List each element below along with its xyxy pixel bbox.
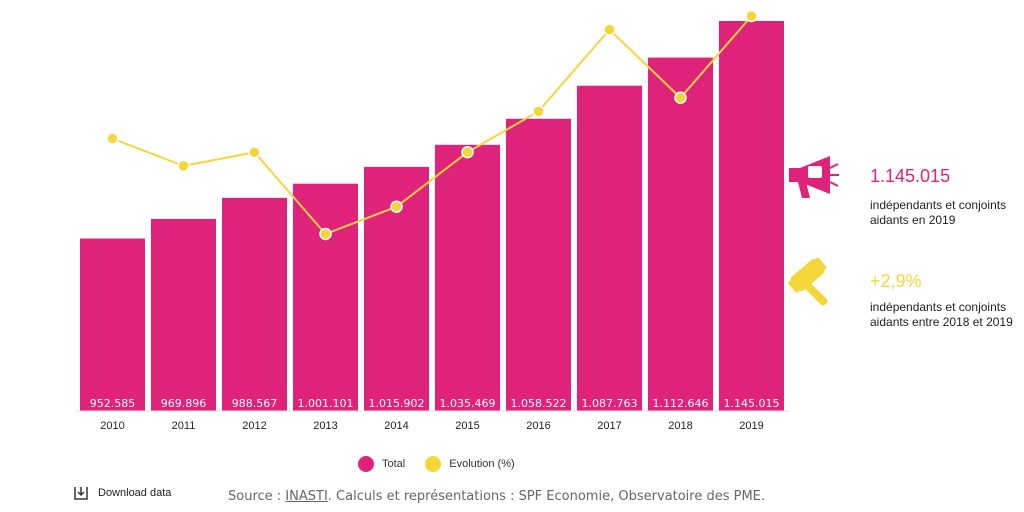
bar-labels-layer: 952.585 969.896 988.567 1.001.101 1.015.902 1… <box>90 397 780 410</box>
bar-value-label-2017: 1.087.763 <box>582 397 638 410</box>
bar-value-label-2014: 1.015.902 <box>369 397 425 410</box>
legend-swatch-total <box>358 456 374 472</box>
bar-2018[interactable] <box>648 57 713 412</box>
kpi-total: 1.145.015 indépendants et conjoints aida… <box>786 152 1024 232</box>
download-data-button[interactable]: Download data <box>74 486 171 500</box>
bar-2019[interactable] <box>719 21 784 411</box>
evolution-point-2014[interactable] <box>390 200 403 213</box>
evolution-point-2019[interactable] <box>745 9 758 23</box>
evolution-point-2012[interactable] <box>248 146 261 159</box>
x-tick-2018: 2018 <box>668 420 692 432</box>
evolution-point-2013[interactable] <box>319 227 332 241</box>
combo-chart: 952.585 969.896 988.567 1.001.101 1.015.902 1… <box>76 9 790 432</box>
x-tick-2010: 2010 <box>100 420 124 432</box>
bar-value-label-2010: 952.585 <box>90 397 136 410</box>
evolution-point-2016[interactable] <box>532 105 545 118</box>
legend-swatch-evolution <box>425 456 442 472</box>
evolution-point-2011[interactable] <box>177 159 190 173</box>
evolution-point-2017[interactable] <box>603 23 616 36</box>
bar-value-label-2018: 1.112.646 <box>653 397 709 410</box>
x-tick-2012: 2012 <box>242 420 266 432</box>
x-tick-2017: 2017 <box>597 420 621 432</box>
kpi-total-value: 1.145.015 <box>870 166 951 186</box>
bar-2016[interactable] <box>506 118 571 411</box>
bar-value-label-2012: 988.567 <box>232 397 278 410</box>
legend-label-total: Total <box>382 458 406 470</box>
bar-2013[interactable] <box>293 183 358 411</box>
x-tick-2013: 2013 <box>313 420 337 432</box>
gavel-icon <box>788 257 828 306</box>
bar-2015[interactable] <box>435 144 500 411</box>
evolution-point-2018[interactable] <box>674 91 687 104</box>
bar-value-label-2013: 1.001.101 <box>298 397 354 410</box>
bar-value-label-2015: 1.035.469 <box>440 397 496 410</box>
source-note: Source : INASTI. Calculs et représentati… <box>228 489 765 504</box>
source-prefix: Source : <box>228 489 286 504</box>
kpi-evolution-value: +2,9% <box>870 271 922 291</box>
x-tick-2016: 2016 <box>526 420 550 432</box>
x-tick-layer: 2010 2011 2012 2013 2014 2015 2016 2017 2018 2019 <box>100 420 763 432</box>
x-tick-2014: 2014 <box>384 420 408 432</box>
evolution-point-2010[interactable] <box>106 132 119 145</box>
download-label: Download data <box>98 487 172 499</box>
source-link-inasti[interactable]: INASTI <box>285 489 328 504</box>
x-tick-2015: 2015 <box>455 420 479 432</box>
legend-item-evolution[interactable]: Evolution (%) <box>425 456 515 472</box>
bar-value-label-2019: 1.145.015 <box>724 397 780 410</box>
chart-legend: Total Evolution (%) <box>358 456 535 472</box>
kpi-evolution: +2,9% indépendants et conjoints aidants … <box>786 254 1024 334</box>
bar-value-label-2011: 969.896 <box>161 397 207 410</box>
legend-item-total[interactable]: Total <box>358 456 405 472</box>
evolution-line <box>112 15 753 236</box>
bar-2012[interactable] <box>222 197 287 411</box>
evolution-point-2015[interactable] <box>461 146 474 159</box>
bar-2017[interactable] <box>577 85 642 412</box>
megaphone-icon <box>789 156 839 198</box>
source-suffix: . Calculs et représentations : SPF Econo… <box>327 489 766 504</box>
bar-value-label-2016: 1.058.522 <box>511 397 567 410</box>
x-tick-2011: 2011 <box>172 420 196 432</box>
bar-2010[interactable] <box>80 238 145 411</box>
kpi-total-text: indépendants et conjoints aidants en 201… <box>870 198 1007 227</box>
legend-label-evolution: Evolution (%) <box>449 458 515 470</box>
download-icon <box>74 487 88 500</box>
bars-layer <box>80 21 784 412</box>
bar-2011[interactable] <box>151 218 216 411</box>
x-tick-2019: 2019 <box>739 420 763 432</box>
evolution-line-layer <box>106 9 758 241</box>
kpi-evolution-text: indépendants et conjoints aidants entre … <box>870 300 1013 329</box>
